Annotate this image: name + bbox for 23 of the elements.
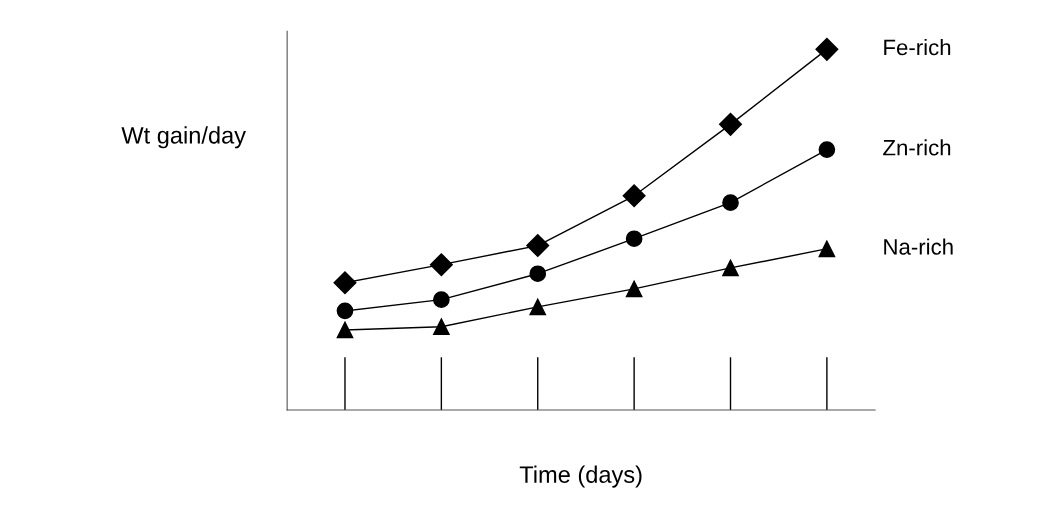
point xyxy=(333,271,357,295)
y-axis-title: Wt gain/day xyxy=(121,126,246,149)
point xyxy=(722,259,739,277)
point xyxy=(529,298,547,316)
point xyxy=(622,184,646,208)
point xyxy=(526,234,550,258)
point xyxy=(429,253,453,277)
point xyxy=(336,321,354,339)
point xyxy=(815,37,839,61)
point xyxy=(433,318,450,336)
point xyxy=(625,280,643,298)
point xyxy=(433,291,450,309)
text: Na-rich xyxy=(884,238,953,255)
text: Fe-rich xyxy=(884,38,951,56)
point xyxy=(336,302,354,320)
text: Zn-rich xyxy=(883,139,951,156)
point xyxy=(625,230,643,248)
point xyxy=(719,112,743,136)
point xyxy=(818,240,836,258)
point xyxy=(722,194,739,211)
x-axis-title: Time (days) xyxy=(519,465,642,488)
point xyxy=(529,265,547,283)
point xyxy=(818,141,836,158)
